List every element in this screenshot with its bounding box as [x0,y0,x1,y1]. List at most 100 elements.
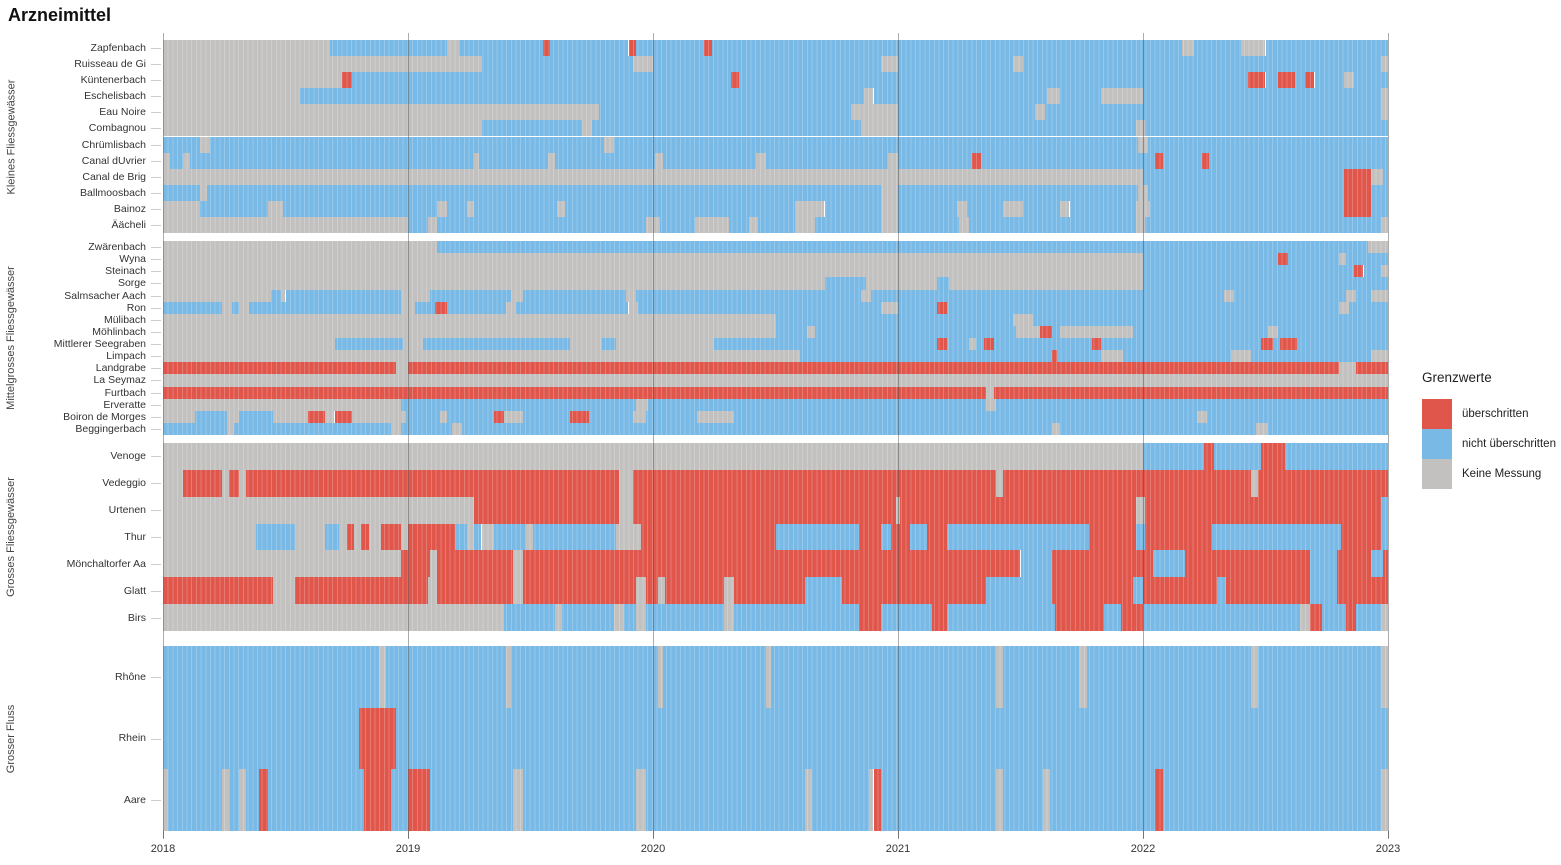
status-segment [447,200,467,217]
status-segment [986,398,996,411]
legend-item: überschritten [1422,399,1561,429]
status-segment [858,604,881,631]
status-segment [1277,72,1295,89]
status-segment [1013,56,1023,73]
status-segment [1216,577,1227,605]
status-segment [1370,184,1388,201]
status-segment [937,301,947,314]
status-segment [1248,72,1266,89]
status-segment [1155,769,1163,831]
status-segment [1143,443,1205,470]
status-segment [400,550,431,578]
status-segment [898,216,960,233]
river-row [163,769,1388,831]
status-segment [400,301,416,314]
status-segment [986,577,1053,605]
status-segment [1003,646,1080,708]
status-segment [1045,104,1381,121]
status-segment [927,523,947,551]
status-segment [1272,338,1281,351]
status-segment [437,550,514,578]
status-segment [163,469,183,497]
status-segment [616,523,641,551]
status-segment [880,216,898,233]
status-segment [626,289,636,302]
row-label: Äächeli [111,218,146,231]
status-segment [880,523,891,551]
status-segment [1250,646,1259,708]
status-segment [824,277,867,290]
status-segment [542,40,551,57]
status-segment [898,200,957,217]
status-segment [163,56,482,73]
row-tick [151,800,161,802]
status-segment [447,301,506,314]
status-segment [1265,40,1388,57]
river-row [163,496,1388,524]
status-segment [163,398,401,411]
status-segment [1343,168,1371,185]
status-segment [724,604,734,631]
status-segment [714,338,938,351]
status-segment [324,523,340,551]
status-segment [733,410,1197,423]
status-segment [1145,120,1388,137]
river-row [163,646,1388,708]
status-segment [238,769,247,831]
river-row [163,386,1388,399]
status-segment [1133,325,1268,338]
status-segment [1032,313,1388,326]
row-label: Glatt [123,584,146,597]
status-segment [229,469,239,497]
status-segment [461,422,1053,435]
status-segment [447,40,460,57]
river-row [163,422,1388,435]
status-segment [1223,289,1234,302]
status-segment [1101,338,1261,351]
status-segment [1103,604,1121,631]
group-panel [163,40,1388,233]
status-segment [513,769,524,831]
status-segment [633,496,896,524]
status-segment [390,769,408,831]
status-segment [427,216,438,233]
status-segment [1086,646,1251,708]
status-segment [653,56,881,73]
status-segment [628,40,636,57]
status-segment [400,422,453,435]
x-axis-tick [1143,831,1144,839]
status-segment [1314,72,1344,89]
river-row [163,410,1388,423]
status-segment [1143,253,1278,266]
status-segment [1267,325,1278,338]
status-segment [880,56,898,73]
status-segment [1336,577,1388,605]
status-segment [1059,88,1102,105]
status-segment [1231,350,1251,363]
status-segment [334,338,404,351]
legend-item: nicht überschritten [1422,429,1561,459]
status-segment [711,40,1183,57]
status-segment [182,469,222,497]
status-segment [1343,72,1354,89]
status-segment [324,410,335,423]
status-segment [481,523,494,551]
river-row [163,72,1388,89]
status-segment [1226,577,1310,605]
river-row [163,277,1388,290]
status-segment [1363,265,1381,278]
row-label: La Seymaz [93,374,146,387]
status-segment [430,769,514,831]
status-segment [300,88,864,105]
status-segment [454,523,467,551]
row-tick [151,144,161,146]
status-segment [351,410,406,423]
status-segment [993,338,1092,351]
row-tick [151,80,161,82]
row-label: Bainoz [113,202,146,215]
status-segment [1255,422,1268,435]
status-segment [800,350,1053,363]
status-segment [628,301,639,314]
row-tick [151,617,161,619]
status-segment [697,410,734,423]
